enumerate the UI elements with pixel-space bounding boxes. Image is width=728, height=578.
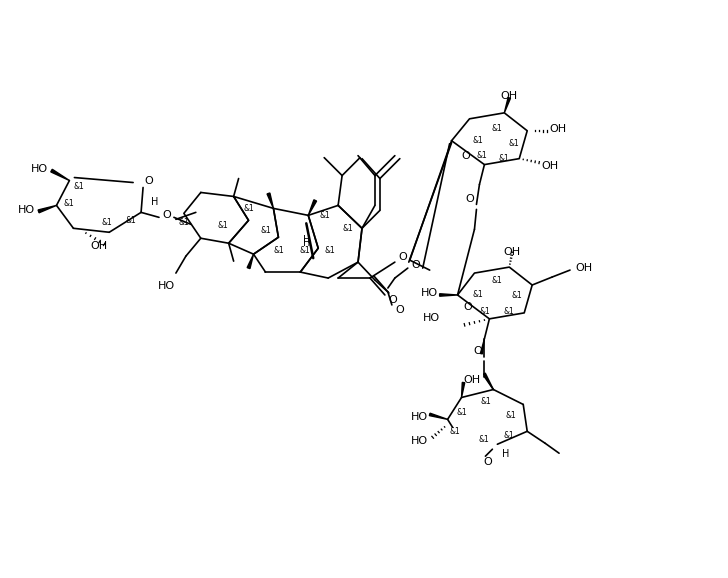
Text: &1: &1 <box>509 139 520 148</box>
Text: OH: OH <box>501 91 518 101</box>
Text: H: H <box>303 235 310 245</box>
Text: H: H <box>502 449 509 459</box>
Text: HO: HO <box>31 164 47 173</box>
Text: &1: &1 <box>506 411 517 420</box>
Text: O: O <box>465 194 474 205</box>
Text: O: O <box>411 260 420 270</box>
Text: &1: &1 <box>504 431 515 440</box>
Polygon shape <box>505 98 510 113</box>
Polygon shape <box>480 339 484 354</box>
Text: &1: &1 <box>260 226 271 235</box>
Text: &1: &1 <box>300 246 311 255</box>
Text: HO: HO <box>421 288 438 298</box>
Text: &1: &1 <box>456 408 467 417</box>
Text: OH: OH <box>504 247 521 257</box>
Polygon shape <box>247 254 253 269</box>
Polygon shape <box>38 205 57 213</box>
Text: HO: HO <box>411 436 427 446</box>
Text: HO: HO <box>422 313 440 323</box>
Text: HO: HO <box>17 205 35 216</box>
Text: &1: &1 <box>343 224 354 233</box>
Text: O: O <box>473 346 482 355</box>
Text: &1: &1 <box>504 307 515 316</box>
Polygon shape <box>483 373 494 390</box>
Text: &1: &1 <box>74 182 84 191</box>
Text: &1: &1 <box>472 136 483 145</box>
Text: HO: HO <box>157 281 175 291</box>
Text: O: O <box>398 252 407 262</box>
Text: O: O <box>461 151 470 161</box>
Text: &1: &1 <box>102 218 113 227</box>
Text: &1: &1 <box>478 435 488 444</box>
Text: &1: &1 <box>476 151 487 160</box>
Text: &1: &1 <box>126 216 136 225</box>
Text: H: H <box>303 238 310 248</box>
Text: OH: OH <box>91 241 108 251</box>
Text: &1: &1 <box>480 397 491 406</box>
Text: O: O <box>483 457 492 467</box>
Text: &1: &1 <box>472 291 483 299</box>
Text: &1: &1 <box>492 124 503 134</box>
Polygon shape <box>430 413 448 420</box>
Text: &1: &1 <box>325 246 336 255</box>
Text: OH: OH <box>549 124 566 134</box>
Polygon shape <box>267 193 274 209</box>
Text: &1: &1 <box>479 307 490 316</box>
Text: &1: &1 <box>217 221 228 230</box>
Text: HO: HO <box>411 412 427 423</box>
Text: &1: &1 <box>512 291 523 301</box>
Text: &1: &1 <box>449 427 460 436</box>
Text: H: H <box>151 198 159 208</box>
Polygon shape <box>308 200 317 216</box>
Text: O: O <box>389 295 397 305</box>
Text: &1: &1 <box>243 204 254 213</box>
Polygon shape <box>51 169 69 180</box>
Text: O: O <box>162 210 171 220</box>
Text: &1: &1 <box>499 154 510 163</box>
Text: &1: &1 <box>178 218 189 227</box>
Text: OH: OH <box>541 161 558 171</box>
Text: O: O <box>145 176 154 186</box>
Text: &1: &1 <box>492 276 503 284</box>
Text: OH: OH <box>463 375 480 384</box>
Polygon shape <box>440 294 458 296</box>
Text: &1: &1 <box>320 211 331 220</box>
Text: &1: &1 <box>63 199 74 208</box>
Polygon shape <box>462 383 464 398</box>
Text: O: O <box>463 302 472 312</box>
Text: OH: OH <box>575 263 593 273</box>
Text: &1: &1 <box>273 246 284 255</box>
Text: O: O <box>395 305 404 315</box>
